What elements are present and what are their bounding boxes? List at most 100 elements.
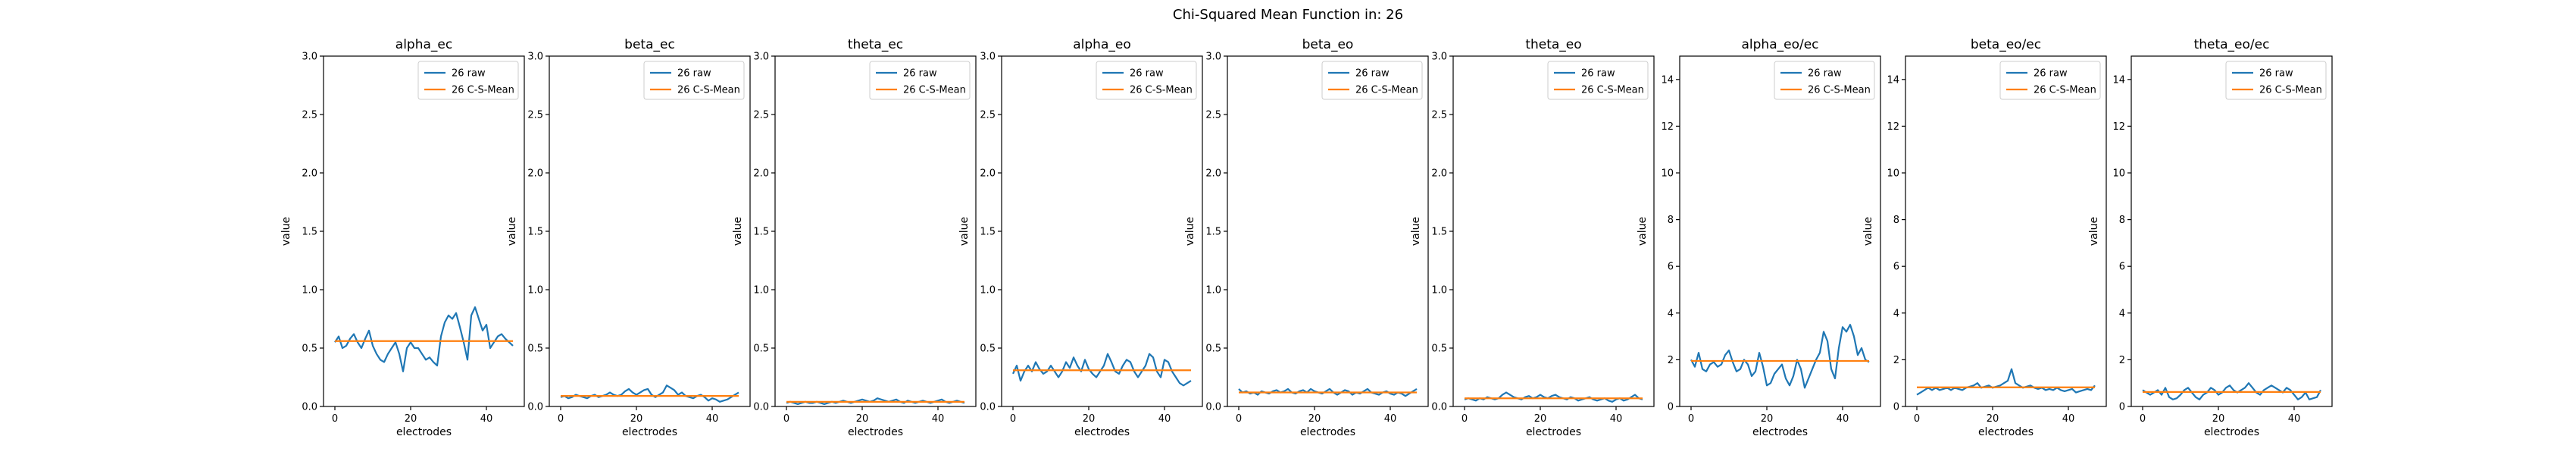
y-tick-label: 0.0 [302, 402, 317, 413]
y-tick-label: 0.5 [980, 344, 996, 355]
y-tick-label: 3.0 [1431, 52, 1447, 63]
y-tick-label: 6 [2119, 262, 2125, 273]
x-tick-label: 20 [1083, 413, 1096, 425]
y-tick-label: 14 [1661, 74, 1674, 86]
x-tick-label: 0 [1914, 413, 1920, 425]
x-tick-label: 20 [1987, 413, 1999, 425]
axes-frame [323, 55, 525, 407]
subplot-8: 0 20 40 0 2 4 6 8 10 12 14 theta_eo/ec electrodes val… [2088, 37, 2333, 438]
y-axis-label: value [1637, 217, 1649, 246]
legend-entry-label: 26 raw [2034, 68, 2068, 80]
y-tick-label: 1.5 [1431, 227, 1447, 238]
y-tick-label: 2.5 [980, 110, 996, 121]
subplot-title: theta_ec [848, 37, 903, 52]
axes-frame [1227, 55, 1429, 407]
subplot-4: 0 20 40 0.0 0.5 1.0 1.5 2.0 2.5 3.0 beta_eoelectro… [1184, 37, 1429, 438]
y-tick-label: 8 [1893, 215, 1899, 226]
subplot-title: alpha_eo [1073, 37, 1130, 52]
x-tick-label: 0 [1688, 413, 1694, 425]
x-axis-label: electrodes [1978, 426, 2034, 438]
x-tick-label: 40 [2288, 413, 2301, 425]
x-tick-label: 40 [1158, 413, 1171, 425]
x-tick-label: 0 [558, 413, 564, 425]
legend-entry-label: 26 raw [1355, 68, 1390, 80]
x-axis-label: electrodes [622, 426, 677, 438]
y-tick-label: 3.0 [980, 52, 996, 63]
raw-series-line [1012, 353, 1192, 387]
subplot-3: 0 20 40 0.0 0.5 1.0 1.5 2.0 2.5 3.0 alpha_eoelectr… [958, 37, 1203, 438]
y-axis-label: value [732, 217, 744, 246]
legend-entry-label: 26 C-S-Mean [903, 85, 966, 96]
raw-series-line [560, 384, 739, 403]
y-tick-label: 0.5 [302, 344, 317, 355]
legend-entry-label: 26 raw [1581, 68, 1615, 80]
legend: 26 raw 26 C-S-Mean [1096, 61, 1197, 100]
legend-entry-label: 26 raw [1808, 68, 1842, 80]
x-tick-label: 20 [405, 413, 417, 425]
x-tick-label: 0 [1462, 413, 1468, 425]
y-tick-label: 1.0 [302, 285, 317, 297]
legend-entry-label: 26 C-S-Mean [1130, 85, 1193, 96]
y-tick-label: 1.0 [1205, 285, 1221, 297]
x-axis-label: electrodes [1526, 426, 1581, 438]
y-tick-label: 14 [2112, 74, 2125, 86]
y-tick-label: 0.5 [1431, 344, 1447, 355]
y-tick-label: 2.0 [980, 168, 996, 180]
x-tick-label: 20 [2212, 413, 2225, 425]
legend: 26 raw 26 C-S-Mean [1774, 61, 1875, 100]
x-tick-label: 20 [856, 413, 869, 425]
axes-frame [2131, 55, 2333, 407]
legend: 26 raw 26 C-S-Mean [417, 61, 519, 100]
subplot-1: 0 20 40 0.0 0.5 1.0 1.5 2.0 2.5 3.0 beta_ecelectro… [506, 37, 751, 438]
legend: 26 raw 26 C-S-Mean [2225, 61, 2327, 100]
subplot-title: beta_eo/ec [1971, 37, 2041, 52]
y-tick-label: 2.5 [527, 110, 543, 121]
legend: 26 raw 26 C-S-Mean [643, 61, 745, 100]
y-tick-label: 0.0 [1205, 402, 1221, 413]
y-tick-label: 0 [1893, 402, 1899, 413]
y-tick-label: 3.0 [527, 52, 543, 63]
figure-suptitle: Chi-Squared Mean Function in: 26 [1173, 7, 1403, 23]
axes-frame [774, 55, 977, 407]
raw-series-line [1690, 324, 1870, 389]
subplot-title: beta_eo [1302, 37, 1354, 52]
y-tick-label: 0.5 [753, 344, 769, 355]
raw-series-line [1916, 368, 2096, 396]
x-tick-label: 0 [1236, 413, 1242, 425]
y-tick-label: 2.0 [1431, 168, 1447, 180]
y-tick-label: 0.5 [1205, 344, 1221, 355]
raw-series-line [1464, 391, 1643, 403]
y-tick-label: 3.0 [302, 52, 317, 63]
x-tick-label: 40 [932, 413, 945, 425]
y-tick-label: 6 [1668, 262, 1674, 273]
y-tick-label: 2.5 [1431, 110, 1447, 121]
y-tick-label: 8 [1668, 215, 1674, 226]
x-tick-label: 20 [630, 413, 643, 425]
legend-entry-label: 26 C-S-Mean [2034, 85, 2096, 96]
y-tick-label: 10 [1661, 168, 1674, 180]
y-axis-label: value [1862, 217, 1874, 246]
subplot-5: 0 20 40 0.0 0.5 1.0 1.5 2.0 2.5 3.0 theta_eoelectr… [1410, 37, 1655, 438]
y-tick-label: 2 [2119, 355, 2125, 366]
y-tick-label: 2.0 [1205, 168, 1221, 180]
subplot-title: theta_eo/ec [2194, 37, 2270, 52]
y-axis-label: value [2088, 217, 2100, 246]
y-tick-label: 3.0 [753, 52, 769, 63]
x-tick-label: 20 [1308, 413, 1321, 425]
y-tick-label: 4 [1893, 308, 1899, 319]
x-tick-label: 0 [1010, 413, 1016, 425]
y-tick-label: 6 [1893, 262, 1899, 273]
x-tick-label: 40 [706, 413, 719, 425]
x-tick-label: 20 [1534, 413, 1547, 425]
y-tick-label: 0.0 [980, 402, 996, 413]
axes-frame [1001, 55, 1203, 407]
y-tick-label: 1.5 [1205, 227, 1221, 238]
axes-frame [549, 55, 751, 407]
x-tick-label: 20 [1761, 413, 1774, 425]
y-tick-label: 1.0 [980, 285, 996, 297]
y-axis-label: value [506, 217, 518, 246]
y-tick-label: 12 [1887, 121, 1899, 133]
y-tick-label: 2 [1668, 355, 1674, 366]
legend: 26 raw 26 C-S-Mean [1547, 61, 1649, 100]
